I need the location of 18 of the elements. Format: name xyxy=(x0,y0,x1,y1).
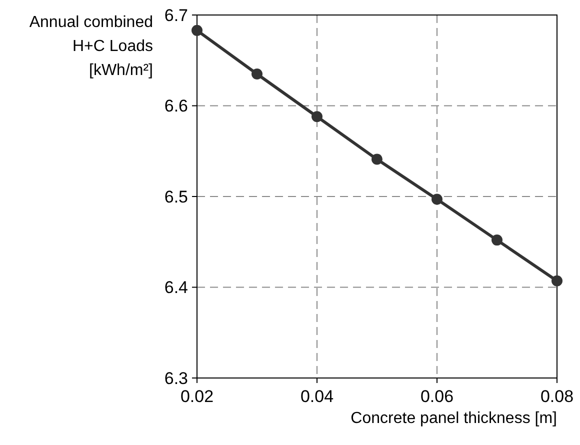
point xyxy=(372,154,382,165)
x-tick-label: 0.06 xyxy=(420,387,454,406)
x-tick-label: 0.04 xyxy=(300,387,334,406)
point xyxy=(312,111,322,122)
point xyxy=(432,194,442,205)
y-tick-label: 6.6 xyxy=(164,96,188,116)
y-tick-label: 6.7 xyxy=(164,6,188,25)
y-tick-label: 6.3 xyxy=(164,368,188,388)
point xyxy=(552,275,562,286)
point xyxy=(492,234,502,246)
y-axis-title: Annual combined H+C Loads [kWh/m²] xyxy=(29,14,153,79)
y-tick-label: 6.4 xyxy=(164,278,188,298)
y-tick-label: 6.5 xyxy=(164,187,188,206)
point xyxy=(252,68,262,80)
x-tick-label: 0.08 xyxy=(540,387,574,406)
x-tick-label: 0.02 xyxy=(180,387,214,406)
point xyxy=(192,24,202,36)
x-axis-title: Concrete panel thickness [m] xyxy=(350,410,557,427)
